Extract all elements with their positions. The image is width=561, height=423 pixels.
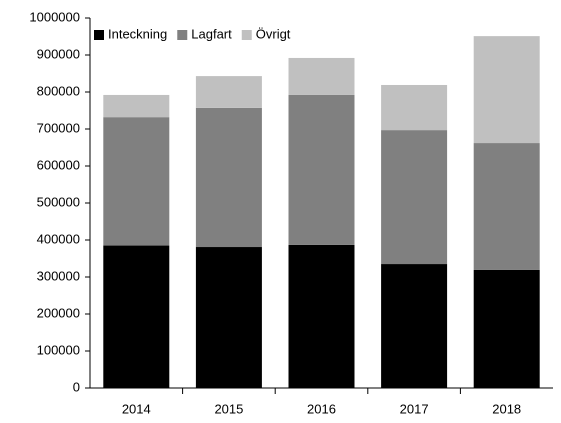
bar-segment: [103, 94, 170, 118]
bar-segment: [195, 107, 262, 248]
legend-swatch: [94, 30, 104, 40]
y-tick-label: 1000000: [29, 9, 80, 24]
legend-swatch: [241, 30, 252, 40]
bar-segment: [195, 76, 262, 108]
y-tick-label: 0: [73, 379, 80, 394]
y-tick-label: 900000: [37, 46, 80, 61]
x-tick-label: 2015: [214, 401, 243, 416]
bar-segment: [381, 130, 448, 265]
x-tick-label: 2016: [307, 401, 336, 416]
bar-segment: [381, 84, 448, 131]
bar-segment: [288, 94, 355, 245]
bar-segment: [288, 57, 355, 95]
bar-segment: [473, 143, 540, 270]
bar-segment: [103, 117, 170, 246]
bar-segment: [381, 264, 448, 388]
y-tick-label: 700000: [37, 120, 80, 135]
bar-segment: [288, 244, 355, 388]
y-tick-label: 100000: [37, 342, 80, 357]
y-tick-label: 600000: [37, 157, 80, 172]
y-tick-label: 500000: [37, 194, 80, 209]
x-tick-label: 2014: [122, 401, 151, 416]
y-tick-label: 400000: [37, 231, 80, 246]
bar-segment: [473, 36, 540, 144]
x-tick-label: 2018: [492, 401, 521, 416]
bar-segment: [103, 245, 170, 388]
y-tick-label: 200000: [37, 305, 80, 320]
y-tick-label: 800000: [37, 83, 80, 98]
legend-label: Övrigt: [256, 26, 291, 41]
legend-label: Lagfart: [191, 26, 232, 41]
bar-segment: [473, 269, 540, 388]
legend-label: Inteckning: [108, 26, 167, 41]
legend-swatch: [177, 30, 188, 40]
y-tick-label: 300000: [37, 268, 80, 283]
x-tick-label: 2017: [400, 401, 429, 416]
bar-segment: [195, 247, 262, 388]
